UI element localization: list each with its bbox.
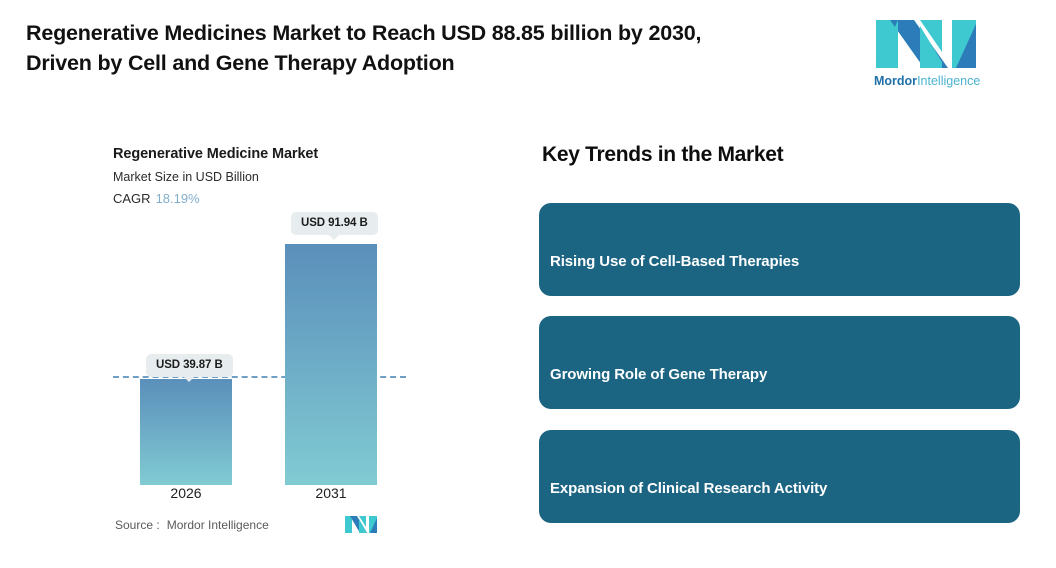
source-label: Source : — [115, 518, 160, 532]
trend-card-1[interactable]: Growing Role of Gene Therapy — [539, 316, 1020, 409]
brand-logo: MordorIntelligence — [874, 18, 981, 96]
cagr-label: CAGR — [113, 191, 151, 206]
trend-card-label-2: Expansion of Clinical Research Activity — [550, 480, 828, 497]
trend-card-0[interactable]: Rising Use of Cell-Based Therapies — [539, 203, 1020, 296]
logo-word-primary: Mordor — [874, 74, 918, 88]
page-title: Regenerative Medicines Market to Reach U… — [26, 21, 702, 75]
cagr-value: 18.19% — [155, 191, 200, 206]
footer-logo-icon — [345, 516, 377, 533]
chart-subtitle: Market Size in USD Billion — [113, 170, 259, 184]
trend-card-label-0: Rising Use of Cell-Based Therapies — [550, 253, 800, 270]
key-trends-panel: Key Trends in the Market Rising Use of C… — [539, 130, 1020, 550]
chart-panel: Regenerative Medicine Market Market Size… — [0, 130, 470, 568]
bar-value-callout-2026: USD 39.87 B — [146, 354, 233, 382]
source-value: Mordor Intelligence — [166, 518, 269, 532]
logo-mark-icon — [874, 18, 978, 70]
reference-dashed-line — [113, 376, 406, 378]
logo-word-secondary: Intelligence — [917, 74, 981, 88]
chart-cagr: CAGR 18.19% — [113, 191, 200, 206]
key-trends-heading: Key Trends in the Market — [542, 143, 784, 166]
trend-card-2[interactable]: Expansion of Clinical Research Activity — [539, 430, 1020, 523]
bar-value-callout-2031: USD 91.94 B — [291, 212, 378, 240]
logo-wordmark: MordorIntelligence — [874, 74, 981, 88]
chart-source: Source : Mordor Intelligence — [115, 518, 269, 532]
x-axis-label-2031: 2031 — [315, 485, 347, 501]
bar-2031[interactable] — [285, 244, 377, 485]
trend-card-label-1: Growing Role of Gene Therapy — [550, 366, 768, 383]
x-axis-label-2026: 2026 — [170, 485, 202, 501]
bar-chart-plot: USD 39.87 B USD 91.94 B 2026 2031 — [0, 130, 470, 568]
bar-2026[interactable] — [140, 379, 232, 485]
chart-title: Regenerative Medicine Market — [113, 146, 319, 162]
